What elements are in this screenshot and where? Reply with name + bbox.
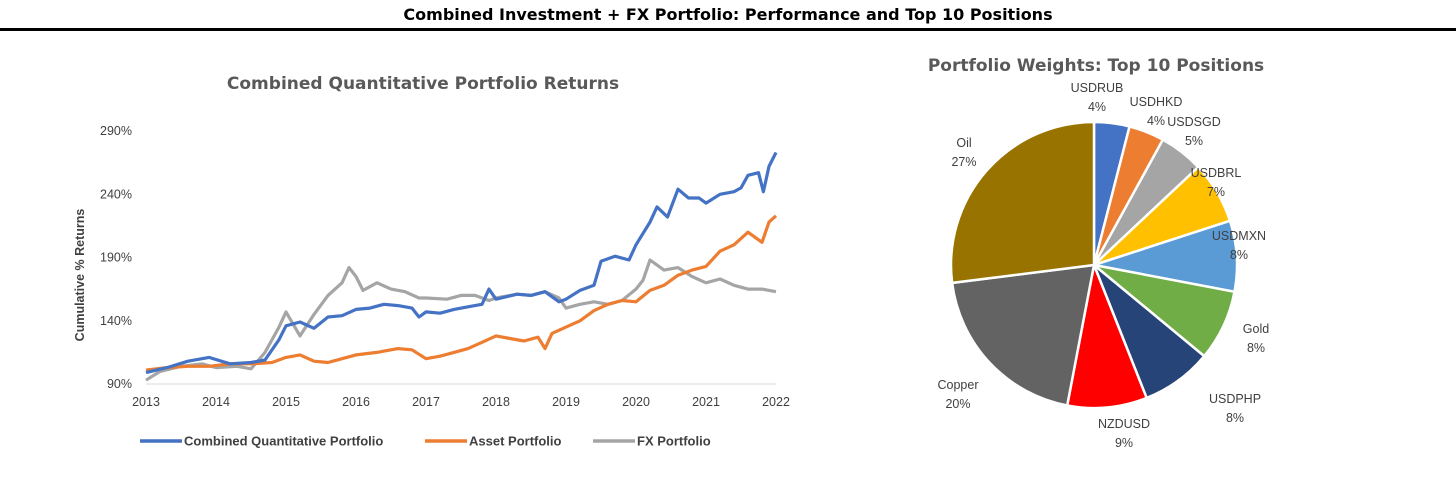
x-tick-label: 2020 <box>622 395 650 409</box>
pie-slice-percent: 7% <box>1207 185 1225 199</box>
title-divider <box>0 28 1456 31</box>
x-tick-label: 2018 <box>482 395 510 409</box>
line-chart-panel: Combined Quantitative Portfolio Returns … <box>48 48 800 468</box>
y-axis-label: Cumulative % Returns <box>73 209 87 342</box>
x-tick-label: 2014 <box>202 395 230 409</box>
y-tick-label: 90% <box>107 377 132 391</box>
x-tick-label: 2019 <box>552 395 580 409</box>
y-tick-label: 140% <box>100 314 132 328</box>
pie-slice-name: USDRUB <box>1071 81 1124 95</box>
pie-slice-percent: 9% <box>1115 436 1133 450</box>
page-title: Combined Investment + FX Portfolio: Perf… <box>403 5 1053 24</box>
pie-slice-percent: 5% <box>1185 134 1203 148</box>
legend-label: FX Portfolio <box>637 434 711 449</box>
y-tick-label: 240% <box>100 187 132 201</box>
pie-slice-name: USDMXN <box>1212 229 1266 243</box>
pie-slice-name: USDHKD <box>1130 95 1183 109</box>
x-tick-label: 2015 <box>272 395 300 409</box>
y-tick-label: 190% <box>100 251 132 265</box>
pie-slice-name: USDBRL <box>1191 166 1242 180</box>
pie-slice-percent: 27% <box>951 155 976 169</box>
pie-slice <box>949 120 1096 285</box>
x-tick-label: 2022 <box>762 395 790 409</box>
pie-slice-percent: 4% <box>1147 114 1165 128</box>
y-tick-label: 290% <box>100 124 132 138</box>
pie-slice-percent: 20% <box>945 397 970 411</box>
x-tick-label: 2021 <box>692 395 720 409</box>
pie-chart-title: Portfolio Weights: Top 10 Positions <box>928 56 1264 76</box>
pie-slice-name: USDPHP <box>1209 392 1261 406</box>
line-chart-title: Combined Quantitative Portfolio Returns <box>227 74 619 94</box>
series-line <box>145 151 778 375</box>
legend-label: Combined Quantitative Portfolio <box>184 434 383 449</box>
x-tick-label: 2013 <box>132 395 160 409</box>
pie-chart: Portfolio Weights: Top 10 Positions USDR… <box>928 56 1269 450</box>
pie-slice-name: Oil <box>956 136 971 150</box>
pie-slice-name: Gold <box>1243 322 1269 336</box>
series-line <box>145 214 778 372</box>
pie-slice-percent: 8% <box>1230 248 1248 262</box>
x-tick-label: 2017 <box>412 395 440 409</box>
x-tick-label: 2016 <box>342 395 370 409</box>
legend-label: Asset Portfolio <box>469 434 562 449</box>
pie-slice-percent: 8% <box>1226 411 1244 425</box>
pie-slice-name: NZDUSD <box>1098 417 1150 431</box>
pie-slice-name: USDSGD <box>1167 115 1220 129</box>
series-line <box>145 258 777 382</box>
pie-slice <box>950 263 1096 407</box>
pie-slice <box>1065 260 1149 410</box>
line-chart: Combined Quantitative Portfolio Returns … <box>73 74 790 449</box>
pie-slice-percent: 8% <box>1247 341 1265 355</box>
pie-slice-name: Copper <box>938 378 979 392</box>
pie-slice-percent: 4% <box>1088 100 1106 114</box>
